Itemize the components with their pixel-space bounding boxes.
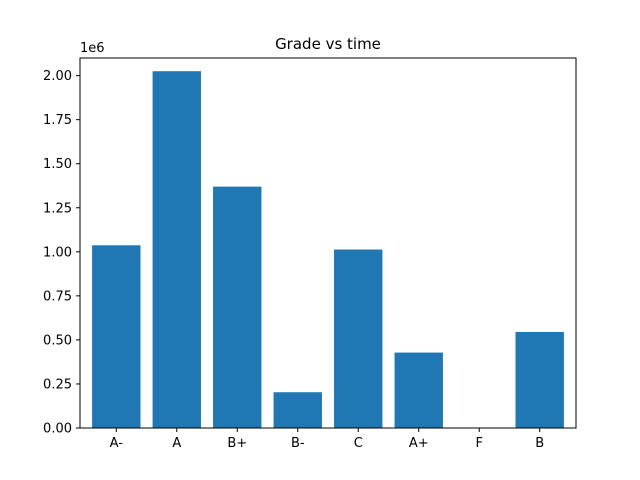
x-tick-label: A-: [110, 436, 124, 451]
bar-B: [515, 331, 564, 428]
bar-B-: [273, 392, 322, 428]
y-tick-label: 2.00: [43, 69, 72, 84]
y-tick-label: 0.50: [43, 333, 72, 348]
y-axis-offset-label: 1e6: [80, 41, 105, 56]
x-tick-label: A: [172, 436, 181, 451]
y-tick-label: 1.25: [43, 201, 72, 216]
y-tick-label: 1.00: [43, 245, 72, 260]
x-tick-label: B+: [227, 436, 247, 451]
bar-A: [152, 71, 201, 428]
plot-frame: [79, 57, 577, 429]
y-tick-label: 0.75: [43, 289, 72, 304]
x-tick-label: F: [475, 436, 482, 451]
bars-group: [92, 71, 564, 428]
y-axis-ticks: 0.00 0.25 0.50 0.75 1.00 1.25 1.50 1.75 2.00: [43, 69, 80, 437]
x-axis-ticks: A- A B+ B- C A+ F B: [110, 428, 544, 451]
x-tick-label: A+: [409, 436, 429, 451]
bar-A-: [92, 245, 141, 428]
x-tick-label: B-: [291, 436, 305, 451]
x-tick-label: C: [354, 436, 363, 451]
bar-B+: [213, 186, 262, 428]
y-tick-label: 0.00: [43, 422, 72, 437]
y-tick-label: 1.75: [43, 113, 72, 128]
bar-C: [334, 249, 383, 428]
y-tick-label: 1.50: [43, 157, 72, 172]
y-tick-label: 0.25: [43, 377, 72, 392]
bar-A+: [394, 352, 443, 428]
x-tick-label: B: [535, 436, 544, 451]
chart-title: Grade vs time: [275, 35, 381, 53]
